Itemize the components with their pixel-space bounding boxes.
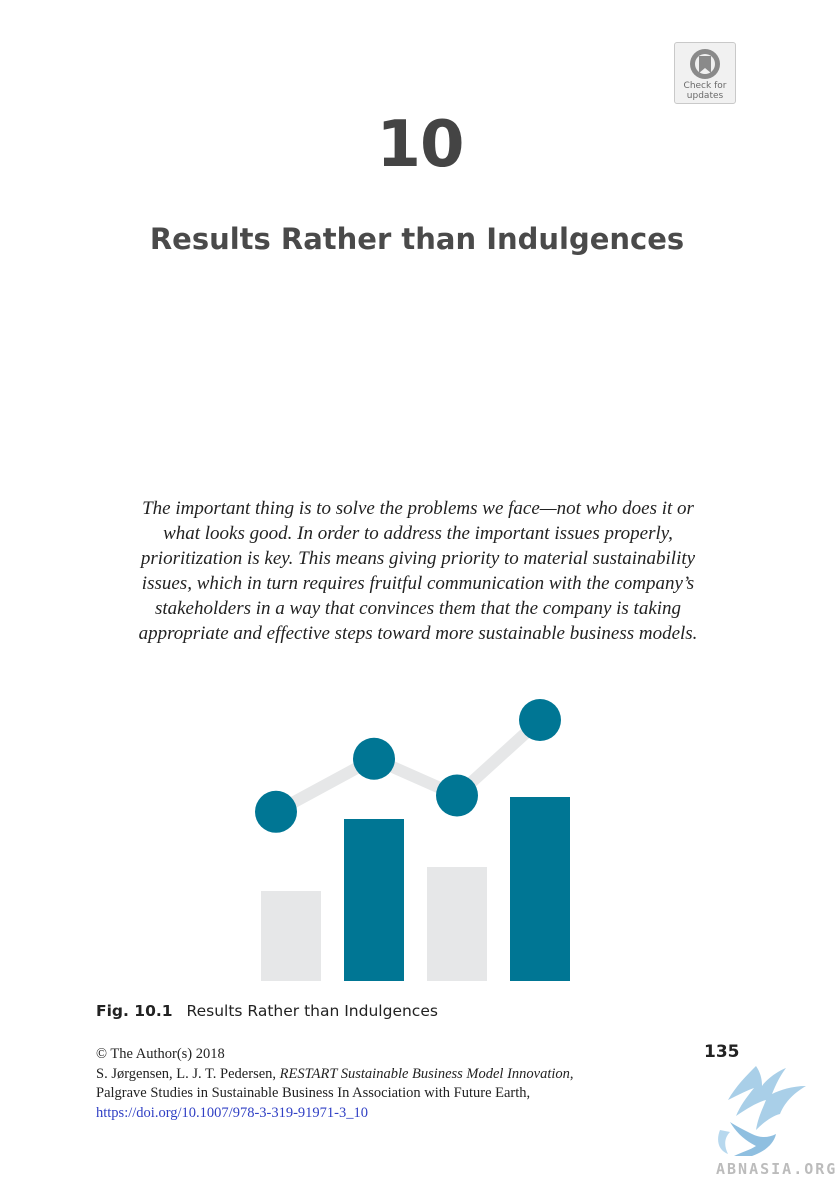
abstract-line: appropriate and effective steps toward m… [138,623,698,644]
watermark-text: ABNASIA.ORG [716,1160,838,1178]
figure-point [255,790,297,833]
badge-line-2: updates [686,91,724,101]
abstract-line: The important thing is to solve the prob… [142,498,694,519]
doi-link[interactable]: https://doi.org/10.1007/978-3-319-91971-… [96,1104,369,1121]
chapter-abstract: The important thing is to solve the prob… [118,496,718,646]
citation-line: S. Jørgensen, L. J. T. Pedersen, RESTART… [96,1065,574,1082]
figure-caption: Fig. 10.1 Results Rather than Indulgences [96,1002,438,1020]
authors: S. Jørgensen, L. J. T. Pedersen, [96,1065,277,1082]
abstract-line: prioritization is key. This means giving… [140,548,696,569]
figure-bar [427,867,487,981]
check-for-updates-badge[interactable]: Check for updates [674,42,736,104]
chapter-title: Results Rather than Indulgences [149,222,685,256]
figure-point [519,699,561,741]
figure-point [436,774,478,817]
copyright-footer: © The Author(s) 2018 S. Jørgensen, L. J.… [96,1045,656,1123]
griffin-logo-icon [718,1066,806,1156]
figure-bar [344,819,404,981]
chapter-number: 10 [376,108,464,182]
check-for-updates-icon [690,49,720,79]
figure-line [273,715,545,818]
book-title: RESTART Sustainable Business Model Innov… [279,1065,570,1082]
series-line: Palgrave Studies in Sustainable Business… [96,1085,531,1101]
figure-bar [510,797,570,981]
abstract-line: what looks good. In order to address the… [163,523,673,544]
figure-caption-text: Results Rather than Indulgences [186,1002,438,1020]
figure-number: Fig. 10.1 [96,1002,173,1020]
copyright-line: © The Author(s) 2018 [96,1046,225,1062]
badge-line-1: Check for [683,81,727,91]
figure-bar [261,891,321,981]
abstract-line: stakeholders in a way that convinces the… [154,598,682,619]
abstract-line: issues, which in turn requires fruitful … [141,573,695,594]
figure-illustration [255,699,570,981]
page-number: 135 [704,1042,740,1062]
figure-point [353,737,395,780]
